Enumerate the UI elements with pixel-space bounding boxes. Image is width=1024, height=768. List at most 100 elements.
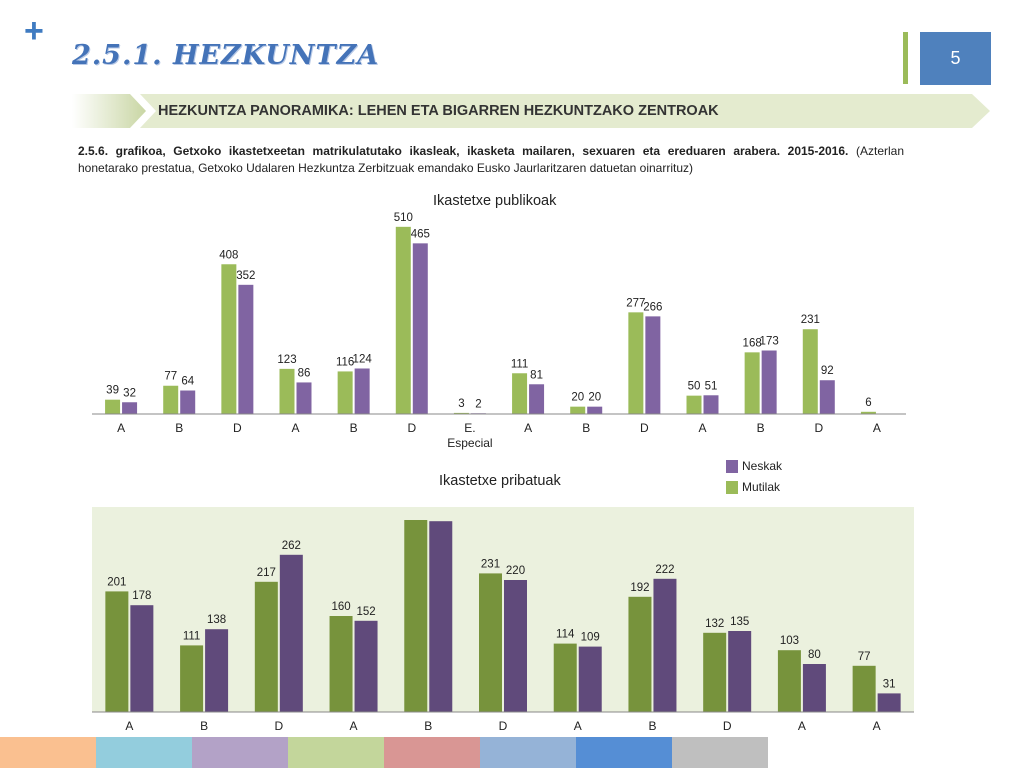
bar-neskak-2 [279, 554, 303, 712]
private-schools-chart: 201 178 A 111 138 B 217 262 D 160 152 A B 231 220 D 114 1… [92, 507, 914, 733]
value-label-mutilak-5: 510 [394, 212, 413, 224]
figure-caption: 2.5.6. grafikoa, Getxoko ikastetxeetan m… [78, 143, 904, 177]
legend-item-mutilak: Mutilak [726, 480, 780, 494]
caption-bold: 2.5.6. grafikoa, Getxoko ikastetxeetan m… [78, 144, 849, 158]
category-label-6: E. [464, 421, 475, 435]
category-label-3: A [350, 719, 358, 733]
category-label-12: D [814, 421, 823, 435]
legend-swatch-mutilak [726, 480, 738, 494]
value-label-mutilak-4: 116 [336, 356, 354, 368]
value-label-neskak-8: 20 [588, 392, 601, 404]
category-label-0: A [117, 421, 125, 435]
category-label-10: A [698, 421, 706, 435]
value-label-neskak-12: 92 [821, 365, 834, 377]
page-title: 2.5.1. HEZKUNTZA [72, 40, 380, 71]
bar-neskak-5 [504, 580, 527, 712]
bar-mutilak-0 [105, 399, 121, 414]
footer-color-block [0, 737, 96, 768]
bar-mutilak-10 [852, 665, 876, 712]
bar-neskak-5 [412, 243, 428, 414]
category-label-4: B [424, 719, 432, 733]
value-label-mutilak-0: 201 [107, 576, 126, 588]
value-label-neskak-4: 124 [353, 353, 373, 365]
category-label-5: D [499, 719, 508, 733]
value-label-mutilak-8: 132 [705, 618, 724, 630]
bar-neskak-8 [587, 406, 603, 414]
value-label-neskak-5: 220 [506, 565, 525, 577]
bar-mutilak-0 [105, 591, 129, 712]
bar-mutilak-8 [703, 632, 727, 712]
category-label-2: D [274, 719, 283, 733]
value-label-neskak-10: 31 [883, 678, 896, 690]
category-label-3: A [291, 421, 299, 435]
chart-legend: Neskak Mutilak [724, 453, 828, 507]
bar-mutilak-8 [570, 406, 586, 414]
category-label-6: Especial [447, 436, 492, 450]
value-label-neskak-10: 51 [705, 380, 718, 392]
accent-divider [903, 32, 908, 84]
bar-neskak-10 [703, 395, 719, 414]
value-label-neskak-6: 109 [581, 632, 600, 644]
bar-neskak-9 [802, 664, 826, 712]
footer-color-block [96, 737, 192, 768]
footer-color-strip [0, 737, 768, 768]
value-label-mutilak-3: 123 [277, 354, 296, 366]
bar-mutilak-4 [404, 520, 428, 712]
value-label-mutilak-8: 20 [571, 392, 584, 404]
footer-color-block [384, 737, 480, 768]
bar-neskak-7 [529, 384, 545, 414]
value-label-mutilak-1: 111 [183, 630, 200, 642]
bar-neskak-0 [122, 402, 138, 414]
bar-neskak-4 [429, 521, 453, 712]
bar-mutilak-1 [180, 645, 204, 712]
value-label-mutilak-1: 77 [164, 371, 177, 383]
value-label-neskak-2: 352 [236, 270, 255, 282]
value-label-mutilak-11: 168 [743, 337, 762, 349]
category-label-9: A [798, 719, 806, 733]
value-label-neskak-9: 80 [808, 649, 821, 661]
bar-mutilak-6 [553, 643, 577, 712]
bar-mutilak-5 [395, 226, 411, 414]
category-label-7: A [524, 421, 532, 435]
legend-label-mutilak: Mutilak [742, 480, 781, 494]
bar-mutilak-5 [479, 573, 502, 712]
value-label-mutilak-12: 231 [801, 314, 820, 326]
bar-neskak-7 [653, 578, 677, 712]
value-label-neskak-3: 152 [356, 606, 375, 618]
footer-color-block [576, 737, 672, 768]
value-label-neskak-3: 86 [298, 367, 311, 379]
bar-mutilak-11 [744, 352, 760, 414]
bar-mutilak-7 [512, 373, 528, 414]
category-label-4: B [350, 421, 358, 435]
bar-neskak-11 [761, 350, 777, 414]
value-label-neskak-11: 173 [760, 336, 779, 348]
value-label-neskak-5: 465 [411, 228, 430, 240]
category-label-10: A [873, 719, 881, 733]
value-label-neskak-1: 64 [181, 376, 194, 388]
page-number: 5 [950, 48, 961, 68]
bar-neskak-1 [205, 629, 229, 712]
value-label-neskak-1: 138 [207, 614, 226, 626]
category-label-2: D [233, 421, 242, 435]
value-label-mutilak-13: 6 [865, 397, 871, 409]
category-label-1: B [175, 421, 183, 435]
value-label-neskak-0: 32 [123, 387, 136, 399]
bar-mutilak-7 [628, 596, 652, 712]
bar-mutilak-13 [860, 411, 876, 414]
value-label-neskak-9: 266 [643, 301, 662, 313]
category-label-8: B [582, 421, 590, 435]
footer-color-block [672, 737, 768, 768]
bar-neskak-2 [238, 284, 254, 414]
value-label-mutilak-10: 77 [858, 651, 871, 663]
value-label-mutilak-2: 217 [257, 567, 276, 579]
value-label-neskak-6: 2 [475, 398, 481, 410]
value-label-neskak-7: 222 [655, 564, 674, 576]
bar-mutilak-2 [221, 264, 237, 414]
category-label-11: B [757, 421, 765, 435]
public-chart-title: Ikastetxe publikoak [433, 193, 557, 209]
value-label-mutilak-9: 103 [780, 635, 799, 647]
category-label-6: A [574, 719, 582, 733]
category-label-5: D [407, 421, 416, 435]
plus-icon: + [24, 12, 44, 50]
